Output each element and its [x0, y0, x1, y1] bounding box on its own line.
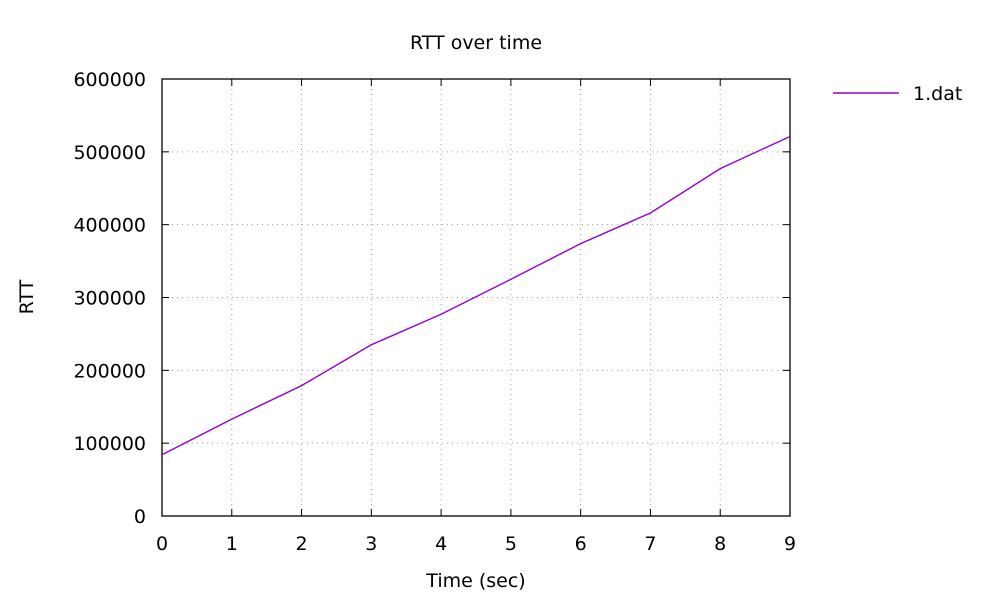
- x-tick-label: 4: [435, 533, 447, 555]
- y-tick-label: 100000: [73, 433, 146, 455]
- y-tick-label: 500000: [73, 142, 146, 164]
- x-tick-label: 1: [226, 533, 238, 555]
- x-tick-label: 7: [644, 533, 656, 555]
- series-line-1: [161, 135, 791, 456]
- x-tick-label: 2: [296, 533, 308, 555]
- x-tick-label: 6: [575, 533, 587, 555]
- y-tick-label: 0: [134, 506, 146, 528]
- y-tick-label: 200000: [73, 360, 146, 382]
- series-lines: [161, 135, 791, 456]
- legend-label: 1.dat: [913, 83, 962, 105]
- y-tick-label: 600000: [73, 69, 146, 91]
- chart-title: RTT over time: [410, 32, 542, 54]
- x-axis-label: Time (sec): [425, 570, 525, 592]
- x-tick-label: 8: [714, 533, 726, 555]
- x-tick-label: 5: [505, 533, 517, 555]
- x-tick-label: 0: [156, 533, 168, 555]
- y-axis-label: RTT: [16, 279, 38, 314]
- x-tick-label: 9: [784, 533, 796, 555]
- x-axis-tick-labels: 0 1 2 3 4 5 6 7 8 9: [156, 533, 796, 555]
- plot-frame: [161, 78, 791, 517]
- y-axis-tick-labels: 0 100000 200000 300000 400000 500000 600000: [73, 69, 146, 528]
- y-tick-label: 400000: [73, 215, 146, 237]
- axis-ticks: [161, 78, 791, 517]
- x-tick-label: 3: [365, 533, 377, 555]
- y-tick-label: 300000: [73, 288, 146, 310]
- legend: 1.dat: [833, 83, 962, 105]
